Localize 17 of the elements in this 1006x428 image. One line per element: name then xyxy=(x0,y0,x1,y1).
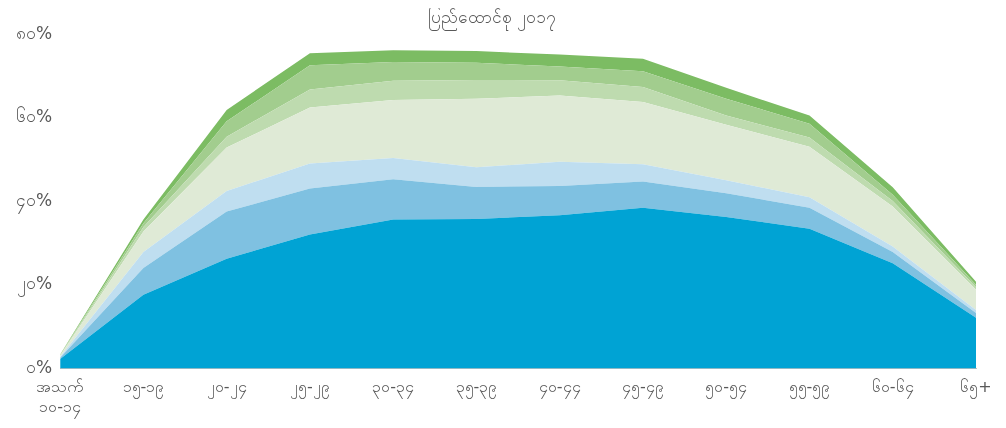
x-tick-label: ၄၅-၄၉ xyxy=(622,377,664,400)
x-tick-label: ၂၀-၂၄ xyxy=(206,377,247,400)
x-tick-label: ၂၅-၂၉ xyxy=(290,377,330,400)
x-tick-label: ၅၀-၅၄ xyxy=(705,377,748,400)
x-tick-label: ၅၅-၅၉ xyxy=(788,377,831,400)
x-tick-label: ၁၅-၁၉ xyxy=(122,377,165,400)
y-tick-label: ၀% xyxy=(26,357,53,378)
x-tick-label: ၆၀-၆၄ xyxy=(871,377,914,400)
x-tick-label: ၃၅-၃၉ xyxy=(455,377,498,400)
x-tick-label: ၄၀-၄၄ xyxy=(538,377,581,400)
y-tick-label: ၈၀% xyxy=(16,22,53,43)
x-tick-label: အသက် ၁၀-၁၄ xyxy=(36,377,85,419)
y-tick-label: ၆၀% xyxy=(16,106,53,127)
y-tick-label: ၄၀% xyxy=(16,189,53,214)
y-tick-label: ၂၀% xyxy=(17,273,53,298)
x-tick-label: ၆၅+ xyxy=(960,377,992,400)
x-tick-label: ၃၀-၃၄ xyxy=(372,377,415,400)
